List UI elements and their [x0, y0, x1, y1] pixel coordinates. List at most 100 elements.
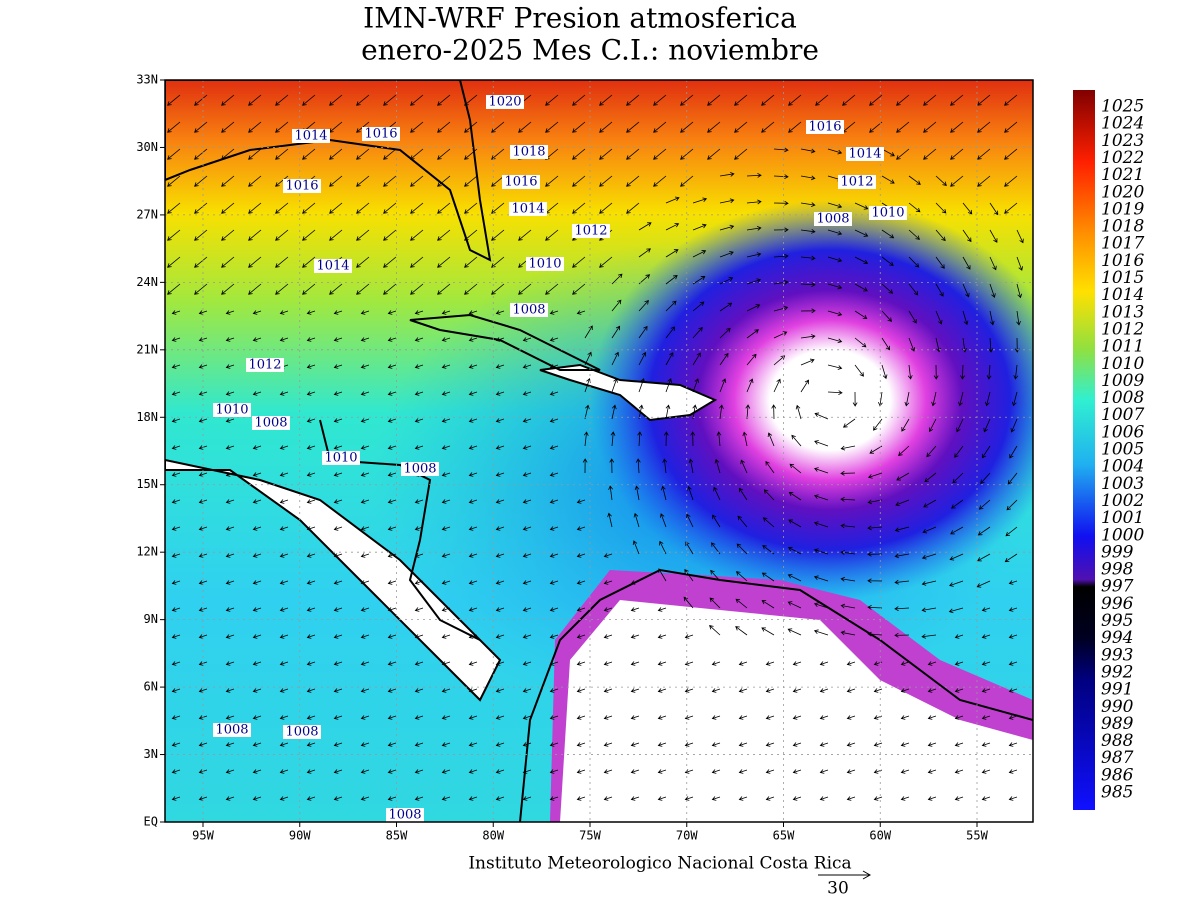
contour-label-box — [509, 202, 547, 216]
lon-label: 55W — [966, 829, 988, 843]
wind-arrow — [333, 310, 343, 315]
wind-arrow — [738, 796, 748, 801]
wind-arrow — [800, 255, 816, 261]
wind-arrow — [468, 634, 478, 639]
wind-arrow — [302, 256, 316, 268]
wind-arrow — [840, 576, 856, 582]
wind-arrow — [275, 229, 289, 241]
wind-arrow — [921, 607, 937, 613]
colorbar-label: 989 — [1101, 714, 1134, 734]
wind-arrow — [607, 512, 613, 528]
wind-arrow — [661, 485, 667, 501]
wind-arrow — [333, 661, 343, 666]
wind-arrow — [962, 310, 969, 326]
wind-arrow — [827, 337, 843, 344]
contour-label: 1010 — [215, 403, 248, 418]
wind-arrow — [252, 553, 262, 558]
wind-arrow — [638, 300, 649, 312]
wind-arrow — [1016, 229, 1024, 244]
wind-arrow — [626, 202, 640, 214]
wind-arrow — [356, 94, 370, 106]
wind-arrow — [684, 742, 694, 747]
wind-arrow — [576, 796, 586, 801]
wind-arrow — [895, 499, 910, 507]
wind-arrow — [762, 545, 775, 555]
wind-arrow — [522, 742, 532, 747]
wind-arrow — [714, 458, 721, 474]
wind-arrow — [657, 634, 667, 639]
wind-arrow — [545, 229, 559, 241]
wind-arrow — [792, 796, 802, 801]
lat-label: EQ — [144, 815, 158, 829]
wind-arrow — [950, 121, 964, 133]
wind-arrow — [360, 796, 370, 801]
wind-arrow — [762, 517, 775, 528]
wind-arrow — [279, 769, 289, 774]
wind-arrow — [611, 351, 619, 366]
wind-arrow — [852, 391, 858, 407]
footer-credit: Instituto Meteorologico Nacional Costa R… — [468, 854, 851, 874]
colorbar-label: 1021 — [1101, 165, 1144, 185]
wind-arrow — [603, 580, 613, 585]
wind-arrow — [171, 337, 181, 342]
contour-label: 1016 — [808, 120, 841, 135]
wind-arrow — [468, 364, 478, 369]
contour-label: 1018 — [512, 145, 545, 160]
contour-label: 1020 — [488, 95, 521, 110]
wind-arrow — [1008, 715, 1018, 720]
wind-arrow — [792, 688, 802, 693]
wind-arrow — [746, 225, 762, 231]
wind-arrow — [225, 688, 235, 693]
wind-arrow — [468, 769, 478, 774]
colorbar-label: 1008 — [1101, 388, 1144, 408]
wind-arrow — [896, 94, 910, 106]
wind-arrow — [387, 796, 397, 801]
wind-arrow — [908, 175, 921, 185]
colorbar-label: 1012 — [1101, 319, 1144, 339]
wind-arrow — [306, 310, 316, 315]
wind-arrow — [854, 202, 869, 210]
wind-arrow — [491, 202, 505, 214]
wind-arrow — [738, 661, 748, 666]
colorbar-label: 1005 — [1101, 440, 1144, 460]
wind-arrow — [387, 715, 397, 720]
colorbar-label: 1004 — [1101, 457, 1144, 477]
wind-arrow — [410, 148, 424, 160]
wind-arrow — [441, 715, 451, 720]
lon-label: 95W — [192, 829, 214, 843]
wind-arrow — [171, 472, 181, 477]
wind-arrow — [684, 688, 694, 693]
wind-arrow — [360, 310, 370, 315]
wind-arrow — [248, 283, 262, 295]
wind-arrow — [414, 445, 424, 450]
wind-arrow — [495, 364, 505, 369]
wind-arrow — [611, 325, 621, 339]
wind-arrow — [356, 283, 370, 295]
wind-arrow — [248, 256, 262, 268]
wind-arrow — [800, 379, 809, 393]
wind-arrow — [491, 283, 505, 295]
wind-arrow — [736, 543, 748, 555]
wind-arrow — [383, 283, 397, 295]
wind-arrow — [985, 391, 991, 407]
wind-arrow — [1008, 661, 1018, 666]
wind-arrow — [692, 301, 705, 312]
wind-arrow — [881, 364, 888, 380]
wind-arrow — [279, 634, 289, 639]
wind-arrow — [765, 769, 775, 774]
wind-arrow — [800, 229, 816, 234]
wind-arrow — [279, 391, 289, 396]
wind-arrow — [441, 580, 451, 585]
wind-arrow — [827, 283, 843, 290]
wind-arrow — [935, 175, 947, 186]
wind-arrow — [813, 629, 829, 636]
wind-arrow — [840, 470, 856, 476]
wind-arrow — [634, 485, 640, 501]
wind-arrow — [522, 769, 532, 774]
lat-label: 24N — [136, 275, 158, 289]
wind-arrow — [441, 607, 451, 612]
wind-arrow — [468, 661, 478, 666]
wind-arrow — [665, 300, 677, 312]
wind-arrow — [989, 283, 996, 298]
wind-arrow — [1008, 742, 1018, 747]
